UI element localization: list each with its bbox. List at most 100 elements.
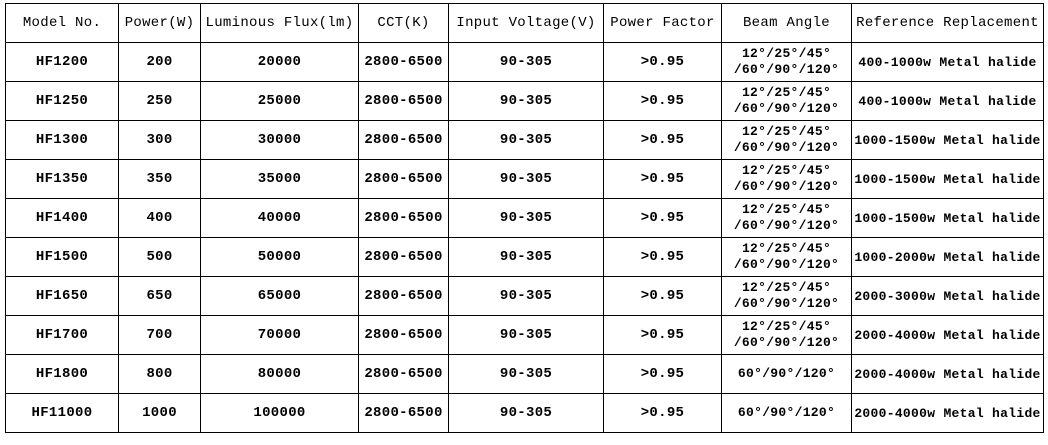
table-row: HF11000 1000 100000 2800-6500 90-305 >0.95 60°…: [5, 393, 1044, 433]
cell-flux: 50000: [200, 237, 359, 277]
beam-angle-line: 12°/25°/45°: [741, 163, 832, 178]
cell-cct: 2800-6500: [358, 276, 449, 316]
header-power-factor: Power Factor: [603, 3, 722, 43]
cell-power: 700: [118, 315, 201, 355]
cell-beam-angle: 12°/25°/45°/60°/90°/120°: [721, 159, 852, 199]
table-row: HF1650 650 65000 2800-6500 90-305 >0.95 12°/25…: [5, 276, 1044, 316]
cell-reference: 400-1000w Metal halide: [851, 81, 1044, 121]
beam-angle-line: 12°/25°/45°: [741, 124, 832, 139]
cell-power-factor: >0.95: [603, 81, 722, 121]
cell-beam-angle: 12°/25°/45°/60°/90°/120°: [721, 42, 852, 82]
cell-power-factor: >0.95: [603, 159, 722, 199]
cell-cct: 2800-6500: [358, 315, 449, 355]
cell-beam-angle: 12°/25°/45°/60°/90°/120°: [721, 198, 852, 238]
cell-power-factor: >0.95: [603, 393, 722, 433]
cell-beam-angle: 12°/25°/45°/60°/90°/120°: [721, 276, 852, 316]
table-row: HF1400 400 40000 2800-6500 90-305 >0.95 12°/25…: [5, 198, 1044, 238]
cell-model: HF1500: [5, 237, 119, 277]
cell-flux: 100000: [200, 393, 359, 433]
cell-cct: 2800-6500: [358, 120, 449, 160]
cell-model: HF1300: [5, 120, 119, 160]
cell-cct: 2800-6500: [358, 81, 449, 121]
cell-flux: 35000: [200, 159, 359, 199]
beam-angle-line: /60°/90°/120°: [733, 179, 840, 194]
cell-power-factor: >0.95: [603, 237, 722, 277]
cell-voltage: 90-305: [448, 354, 604, 394]
cell-power-factor: >0.95: [603, 354, 722, 394]
cell-power: 650: [118, 276, 201, 316]
table-row: HF1350 350 35000 2800-6500 90-305 >0.95 12°/25…: [5, 159, 1044, 199]
cell-reference: 1000-1500w Metal halide: [851, 120, 1044, 160]
cell-power-factor: >0.95: [603, 315, 722, 355]
cell-power: 400: [118, 198, 201, 238]
cell-power-factor: >0.95: [603, 276, 722, 316]
cell-voltage: 90-305: [448, 393, 604, 433]
beam-angle-line: 12°/25°/45°: [741, 202, 832, 217]
header-cct: CCT(K): [358, 3, 449, 43]
cell-reference: 400-1000w Metal halide: [851, 42, 1044, 82]
cell-cct: 2800-6500: [358, 237, 449, 277]
beam-angle-line: /60°/90°/120°: [733, 62, 840, 77]
table-body: HF1200 200 20000 2800-6500 90-305 >0.95 12°/25…: [5, 42, 1044, 433]
cell-cct: 2800-6500: [358, 198, 449, 238]
beam-angle-line: 12°/25°/45°: [741, 85, 832, 100]
cell-beam-angle: 12°/25°/45°/60°/90°/120°: [721, 120, 852, 160]
cell-reference: 1000-2000w Metal halide: [851, 237, 1044, 277]
cell-power: 1000: [118, 393, 201, 433]
cell-beam-angle: 60°/90°/120°: [721, 354, 852, 394]
cell-voltage: 90-305: [448, 81, 604, 121]
beam-angle-line: 60°/90°/120°: [737, 366, 836, 381]
cell-flux: 25000: [200, 81, 359, 121]
table-row: HF1700 700 70000 2800-6500 90-305 >0.95 12°/25…: [5, 315, 1044, 355]
cell-reference: 2000-3000w Metal halide: [851, 276, 1044, 316]
header-voltage: Input Voltage(V): [448, 3, 604, 43]
cell-voltage: 90-305: [448, 237, 604, 277]
cell-power: 200: [118, 42, 201, 82]
table-row: HF1200 200 20000 2800-6500 90-305 >0.95 12°/25…: [5, 42, 1044, 82]
cell-power-factor: >0.95: [603, 120, 722, 160]
cell-model: HF1250: [5, 81, 119, 121]
beam-angle-line: 12°/25°/45°: [741, 241, 832, 256]
table-row: HF1250 250 25000 2800-6500 90-305 >0.95 12°/25…: [5, 81, 1044, 121]
cell-cct: 2800-6500: [358, 354, 449, 394]
cell-voltage: 90-305: [448, 315, 604, 355]
cell-model: HF1350: [5, 159, 119, 199]
cell-flux: 70000: [200, 315, 359, 355]
cell-power: 250: [118, 81, 201, 121]
beam-angle-line: 12°/25°/45°: [741, 319, 832, 334]
cell-flux: 65000: [200, 276, 359, 316]
cell-power-factor: >0.95: [603, 198, 722, 238]
cell-flux: 30000: [200, 120, 359, 160]
beam-angle-line: /60°/90°/120°: [733, 257, 840, 272]
beam-angle-line: 12°/25°/45°: [741, 46, 832, 61]
cell-beam-angle: 12°/25°/45°/60°/90°/120°: [721, 81, 852, 121]
header-model: Model No.: [5, 3, 119, 43]
cell-reference: 2000-4000w Metal halide: [851, 315, 1044, 355]
cell-power: 500: [118, 237, 201, 277]
beam-angle-line: 12°/25°/45°: [741, 280, 832, 295]
cell-voltage: 90-305: [448, 276, 604, 316]
cell-cct: 2800-6500: [358, 42, 449, 82]
header-row: Model No. Power(W) Luminous Flux(lm) CCT…: [5, 3, 1044, 43]
beam-angle-line: /60°/90°/120°: [733, 296, 840, 311]
cell-flux: 80000: [200, 354, 359, 394]
spec-table: Model No. Power(W) Luminous Flux(lm) CCT…: [5, 3, 1044, 433]
cell-reference: 1000-1500w Metal halide: [851, 159, 1044, 199]
cell-voltage: 90-305: [448, 159, 604, 199]
cell-model: HF1800: [5, 354, 119, 394]
table-row: HF1800 800 80000 2800-6500 90-305 >0.95 60°/90…: [5, 354, 1044, 394]
cell-beam-angle: 12°/25°/45°/60°/90°/120°: [721, 315, 852, 355]
cell-reference: 1000-1500w Metal halide: [851, 198, 1044, 238]
header-power: Power(W): [118, 3, 201, 43]
cell-model: HF1400: [5, 198, 119, 238]
cell-reference: 2000-4000w Metal halide: [851, 354, 1044, 394]
cell-power: 800: [118, 354, 201, 394]
cell-model: HF1700: [5, 315, 119, 355]
cell-beam-angle: 12°/25°/45°/60°/90°/120°: [721, 237, 852, 277]
table-row: HF1300 300 30000 2800-6500 90-305 >0.95 12°/25…: [5, 120, 1044, 160]
cell-cct: 2800-6500: [358, 159, 449, 199]
beam-angle-line: /60°/90°/120°: [733, 335, 840, 350]
cell-cct: 2800-6500: [358, 393, 449, 433]
cell-power: 350: [118, 159, 201, 199]
cell-power: 300: [118, 120, 201, 160]
